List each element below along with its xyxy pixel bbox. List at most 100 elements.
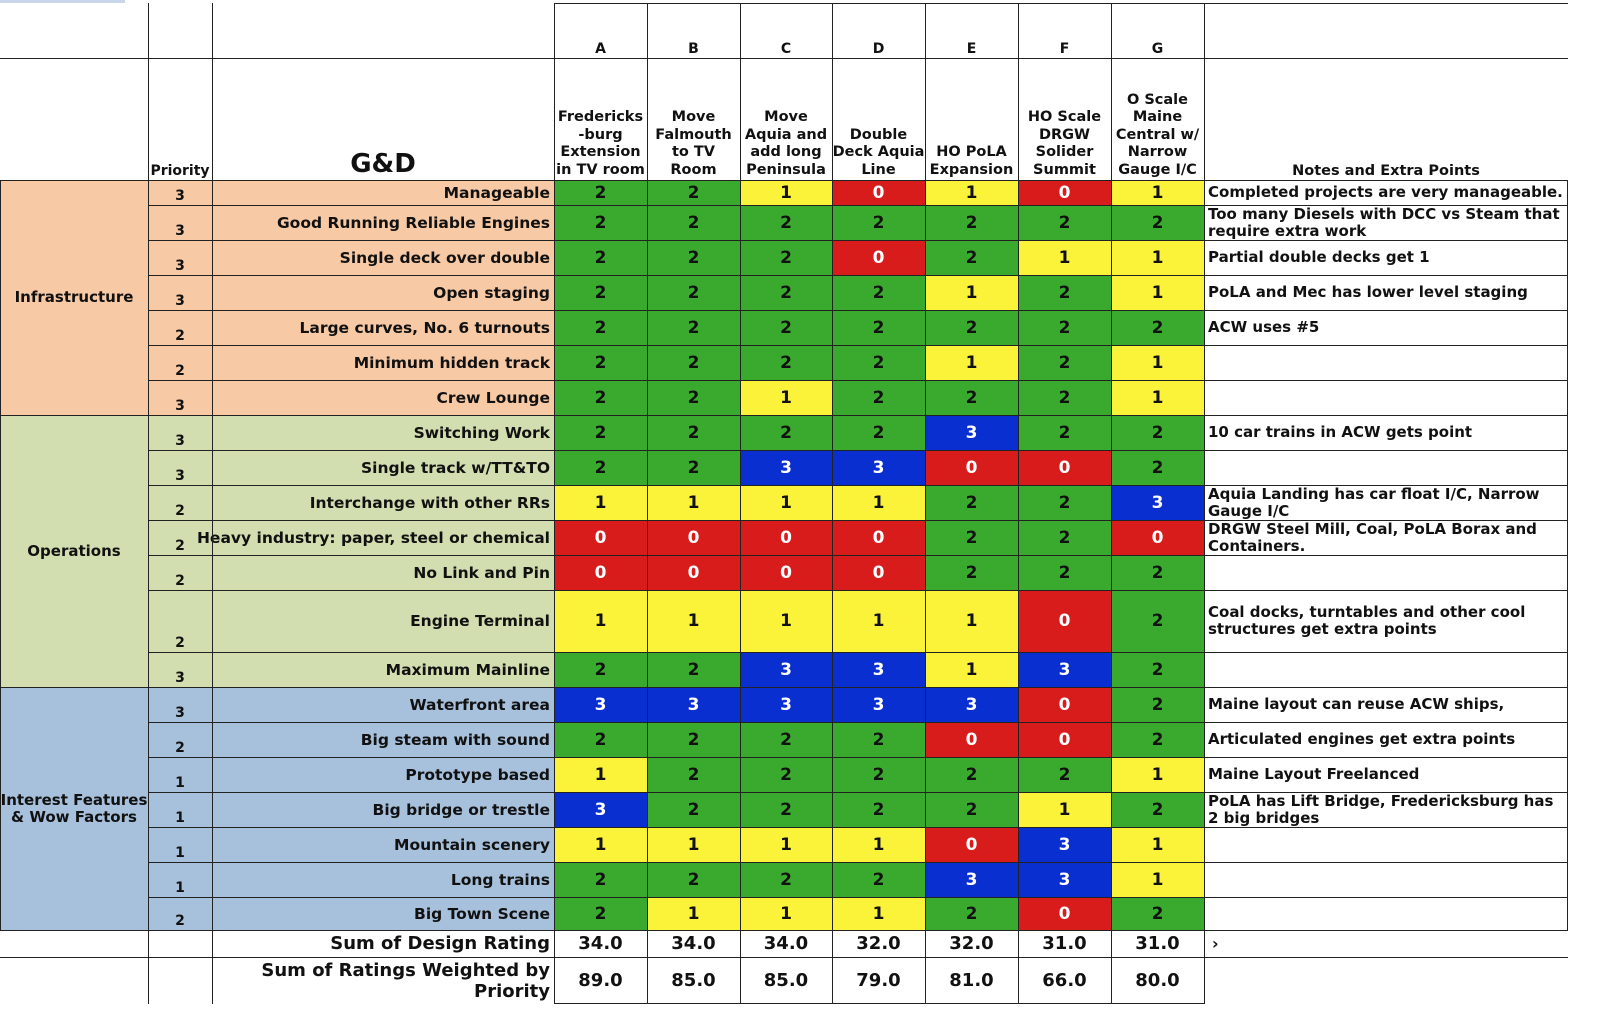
- note-cell[interactable]: [1204, 897, 1568, 930]
- score-cell[interactable]: 1: [1018, 240, 1111, 275]
- score-cell[interactable]: 0: [832, 555, 925, 590]
- score-cell[interactable]: 2: [832, 792, 925, 827]
- note-cell[interactable]: [1204, 450, 1568, 485]
- score-cell[interactable]: 2: [832, 862, 925, 897]
- score-cell[interactable]: 2: [647, 722, 740, 757]
- score-cell[interactable]: 0: [925, 450, 1018, 485]
- score-cell[interactable]: 2: [647, 862, 740, 897]
- priority-cell[interactable]: 3: [148, 205, 212, 240]
- score-cell[interactable]: 2: [832, 310, 925, 345]
- score-cell[interactable]: 1: [1018, 792, 1111, 827]
- score-cell[interactable]: 2: [1018, 310, 1111, 345]
- score-cell[interactable]: 2: [1018, 205, 1111, 240]
- score-cell[interactable]: 3: [647, 687, 740, 722]
- score-cell[interactable]: 2: [554, 652, 647, 687]
- score-cell[interactable]: 2: [1111, 205, 1204, 240]
- score-cell[interactable]: 2: [647, 415, 740, 450]
- score-cell[interactable]: 2: [647, 345, 740, 380]
- score-cell[interactable]: 3: [1018, 652, 1111, 687]
- score-cell[interactable]: 2: [740, 345, 832, 380]
- score-cell[interactable]: 0: [647, 520, 740, 555]
- score-cell[interactable]: 1: [647, 485, 740, 520]
- note-cell[interactable]: DRGW Steel Mill, Coal, PoLA Borax and Co…: [1208, 519, 1537, 555]
- score-cell[interactable]: 2: [554, 310, 647, 345]
- score-cell[interactable]: 2: [1111, 555, 1204, 590]
- score-cell[interactable]: 0: [554, 555, 647, 590]
- score-cell[interactable]: 2: [1111, 792, 1204, 827]
- note-cell[interactable]: Aquia Landing has car float I/C, Narrow …: [1208, 484, 1540, 520]
- note-cell[interactable]: [1204, 345, 1568, 380]
- score-cell[interactable]: 1: [925, 180, 1018, 205]
- score-cell[interactable]: 2: [1018, 345, 1111, 380]
- score-cell[interactable]: 1: [925, 590, 1018, 652]
- score-cell[interactable]: 3: [1111, 485, 1204, 520]
- score-cell[interactable]: 0: [832, 240, 925, 275]
- score-cell[interactable]: 2: [740, 310, 832, 345]
- score-cell[interactable]: 2: [832, 345, 925, 380]
- score-cell[interactable]: 0: [554, 520, 647, 555]
- score-cell[interactable]: 0: [832, 520, 925, 555]
- score-cell[interactable]: 2: [554, 275, 647, 310]
- score-cell[interactable]: 2: [647, 450, 740, 485]
- score-cell[interactable]: 3: [832, 687, 925, 722]
- score-cell[interactable]: 2: [740, 205, 832, 240]
- note-cell[interactable]: Too many Diesels with DCC vs Steam that …: [1208, 204, 1560, 240]
- score-cell[interactable]: 0: [832, 180, 925, 205]
- priority-cell[interactable]: 3: [148, 380, 212, 415]
- score-cell[interactable]: 2: [740, 275, 832, 310]
- score-cell[interactable]: 2: [925, 897, 1018, 930]
- score-cell[interactable]: 1: [740, 485, 832, 520]
- score-cell[interactable]: 2: [1018, 757, 1111, 792]
- score-cell[interactable]: 0: [740, 555, 832, 590]
- score-cell[interactable]: 2: [647, 180, 740, 205]
- score-cell[interactable]: 1: [647, 590, 740, 652]
- score-cell[interactable]: 2: [925, 485, 1018, 520]
- score-cell[interactable]: 3: [925, 862, 1018, 897]
- score-cell[interactable]: 2: [1018, 485, 1111, 520]
- score-cell[interactable]: 1: [1111, 240, 1204, 275]
- score-cell[interactable]: 2: [740, 722, 832, 757]
- priority-cell[interactable]: 1: [148, 862, 212, 897]
- priority-cell[interactable]: 3: [148, 415, 212, 450]
- score-cell[interactable]: 2: [740, 757, 832, 792]
- score-cell[interactable]: 2: [740, 792, 832, 827]
- score-cell[interactable]: 2: [647, 240, 740, 275]
- note-cell[interactable]: ACW uses #5: [1208, 318, 1320, 336]
- priority-cell[interactable]: 2: [148, 520, 212, 555]
- score-cell[interactable]: 0: [1018, 897, 1111, 930]
- score-cell[interactable]: 2: [1018, 520, 1111, 555]
- priority-cell[interactable]: 2: [148, 345, 212, 380]
- priority-cell[interactable]: 2: [148, 310, 212, 345]
- score-cell[interactable]: 1: [647, 897, 740, 930]
- score-cell[interactable]: 2: [925, 310, 1018, 345]
- score-cell[interactable]: 1: [554, 827, 647, 862]
- score-cell[interactable]: 0: [1018, 590, 1111, 652]
- score-cell[interactable]: 3: [554, 687, 647, 722]
- score-cell[interactable]: 3: [832, 450, 925, 485]
- score-cell[interactable]: 1: [554, 757, 647, 792]
- score-cell[interactable]: 2: [647, 757, 740, 792]
- score-cell[interactable]: 2: [647, 792, 740, 827]
- score-cell[interactable]: 1: [647, 827, 740, 862]
- score-cell[interactable]: 1: [554, 590, 647, 652]
- score-cell[interactable]: 2: [647, 380, 740, 415]
- score-cell[interactable]: 1: [832, 485, 925, 520]
- score-cell[interactable]: 1: [1111, 180, 1204, 205]
- score-cell[interactable]: 2: [832, 275, 925, 310]
- score-cell[interactable]: 0: [1018, 722, 1111, 757]
- score-cell[interactable]: 2: [1111, 590, 1204, 652]
- score-cell[interactable]: 2: [554, 722, 647, 757]
- score-cell[interactable]: 2: [647, 205, 740, 240]
- note-cell[interactable]: Completed projects are very manageable.: [1208, 183, 1563, 201]
- score-cell[interactable]: 2: [1111, 310, 1204, 345]
- score-cell[interactable]: 2: [925, 792, 1018, 827]
- note-cell[interactable]: Partial double decks get 1: [1208, 248, 1430, 266]
- score-cell[interactable]: 3: [925, 415, 1018, 450]
- score-cell[interactable]: 2: [1111, 897, 1204, 930]
- score-cell[interactable]: 2: [1111, 652, 1204, 687]
- score-cell[interactable]: 2: [832, 205, 925, 240]
- score-cell[interactable]: 1: [1111, 345, 1204, 380]
- score-cell[interactable]: 1: [925, 275, 1018, 310]
- score-cell[interactable]: 2: [554, 205, 647, 240]
- score-cell[interactable]: 1: [554, 485, 647, 520]
